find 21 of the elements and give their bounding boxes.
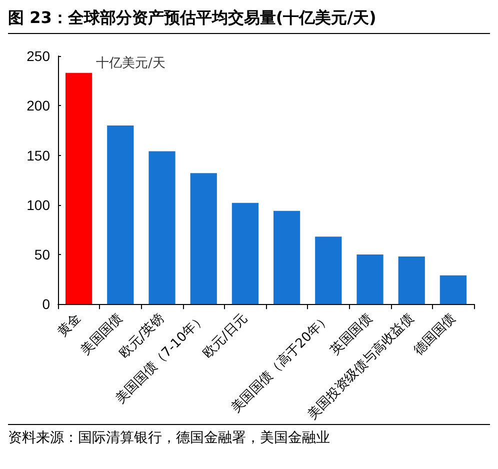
x-tick-label: 欧元/日元 <box>200 310 251 362</box>
x-tick-label: 黄金 <box>55 310 84 340</box>
bar <box>315 236 342 304</box>
bar <box>232 202 259 304</box>
bar <box>356 254 384 304</box>
bar <box>107 125 134 304</box>
chart-title: 图 23：全球部分资产预估平均交易量(十亿美元/天) <box>8 8 490 34</box>
y-tick-label: 150 <box>26 147 50 164</box>
y-tick-label: 100 <box>26 196 50 213</box>
bar <box>440 275 467 304</box>
bar <box>65 72 92 304</box>
bar <box>148 151 176 304</box>
y-tick-label: 0 <box>42 296 50 312</box>
y-tick-label: 50 <box>34 246 50 263</box>
bar <box>398 256 425 304</box>
y-tick-label: 200 <box>26 98 50 114</box>
bar <box>273 210 300 304</box>
bar <box>190 173 217 304</box>
y-axis-title: 十亿美元/天 <box>96 55 166 71</box>
text: 资料来源：国际清算银行，德国金融署，美国金融业 <box>8 424 490 447</box>
y-tick-label: 250 <box>26 48 50 64</box>
